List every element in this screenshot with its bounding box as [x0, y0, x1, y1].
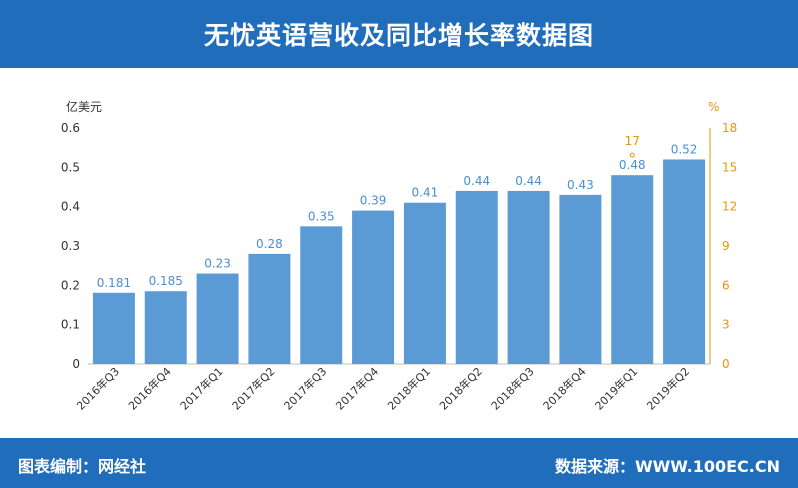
data-label: 0.23: [204, 257, 231, 271]
growth-rate-marker: [629, 152, 635, 158]
y-tick-left: 0.6: [61, 121, 80, 135]
bar: [144, 291, 187, 364]
data-label: 0.44: [515, 174, 542, 188]
data-label: 0.44: [463, 174, 490, 188]
data-label: 0.28: [256, 237, 283, 251]
y-tick-left: 0.1: [61, 318, 80, 332]
data-label: 0.185: [149, 274, 183, 288]
x-tick-label: 2018年Q4: [540, 364, 589, 413]
footer-source-editor: 图表编制：网经社: [18, 457, 147, 476]
bar: [611, 175, 654, 364]
y-tick-right: 12: [722, 200, 737, 214]
x-tick-label: 2019年Q1: [592, 364, 641, 413]
y-tick-right: 0: [722, 357, 730, 371]
chart-title-banner: 无忧英语营收及同比增长率数据图: [0, 0, 798, 68]
data-label: 0.48: [619, 158, 646, 172]
bar: [248, 253, 291, 364]
x-tick-label: 2017年Q2: [229, 364, 278, 413]
bar: [92, 292, 135, 364]
footer-data-source: 数据来源：WWW.100EC.CN: [554, 457, 780, 476]
x-tick-label: 2018年Q2: [436, 364, 485, 413]
bar: [663, 159, 706, 364]
y-tick-right: 15: [722, 160, 737, 174]
bar: [403, 202, 446, 364]
y-axis-left-unit: 亿美元: [66, 99, 102, 114]
bar: [352, 210, 395, 364]
x-tick-label: 2017年Q4: [333, 364, 382, 413]
x-tick-label: 2016年Q3: [73, 364, 122, 413]
data-label: 0.43: [567, 178, 594, 192]
y-tick-left: 0.2: [61, 278, 80, 292]
y-tick-left: 0.5: [61, 160, 80, 174]
data-label: 0.35: [308, 209, 335, 223]
bar: [455, 190, 498, 364]
bar: [196, 273, 239, 364]
bar: [300, 226, 343, 364]
y-tick-right: 6: [722, 278, 730, 292]
x-tick-label: 2017年Q1: [177, 364, 226, 413]
x-tick-label: 2019年Q2: [644, 364, 693, 413]
y-tick-left: 0: [72, 357, 80, 371]
x-tick-label: 2017年Q3: [281, 364, 330, 413]
data-label: 0.39: [360, 194, 387, 208]
revenue-chart: 亿美元 % 0 0.1 0.2 0.3 0.4 0.5 0.6 0 3 6 9 12 15 18 0.181 20…: [61, 99, 737, 413]
footer-banner: 图表编制：网经社 数据来源：WWW.100EC.CN: [0, 438, 798, 488]
y-axis-right-unit: %: [708, 100, 719, 114]
y-tick-right: 3: [722, 318, 730, 332]
y-tick-right: 18: [722, 121, 737, 135]
y-tick-left: 0.4: [61, 200, 80, 214]
y-tick-left: 0.3: [61, 239, 80, 253]
bar: [507, 190, 550, 364]
x-tick-label: 2018年Q3: [488, 364, 537, 413]
y-tick-right: 9: [722, 239, 730, 253]
x-tick-label: 2018年Q1: [384, 364, 433, 413]
data-label: 0.41: [412, 186, 439, 200]
growth-rate-label: 17: [625, 134, 640, 148]
data-label: 0.181: [97, 276, 131, 290]
x-tick-label: 2016年Q4: [125, 364, 174, 413]
bar: [559, 194, 602, 364]
page-title: 无忧英语营收及同比增长率数据图: [203, 21, 594, 50]
data-label: 0.52: [671, 142, 698, 156]
